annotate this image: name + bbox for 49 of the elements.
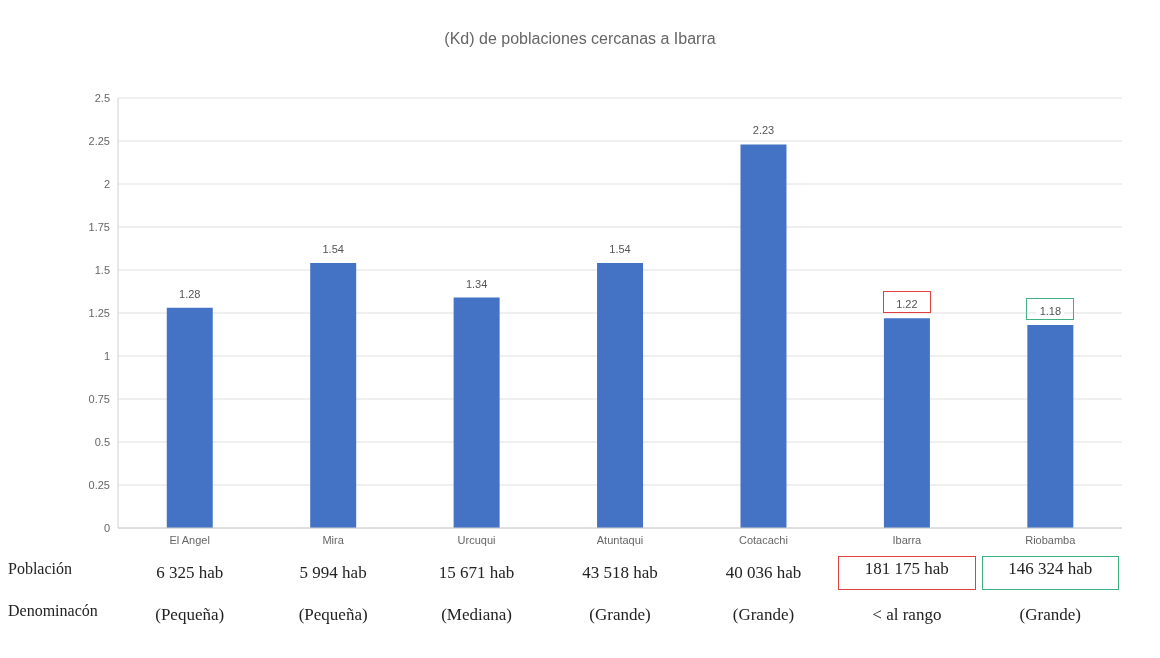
text: (Pequeña) — [298, 605, 368, 624]
text: (Pequeña) — [155, 605, 225, 624]
x-tick-label: Atuntaqui — [596, 533, 644, 546]
x-tick-label: Cotacachi — [738, 533, 788, 546]
text: (Grande) — [1019, 605, 1081, 624]
x-tick-label: Urcuqui — [457, 533, 496, 546]
y-tick-label: 1.75 — [88, 220, 110, 233]
data-label: 1.18 — [1039, 305, 1062, 318]
bar — [883, 318, 930, 528]
y-tick-label: 0.75 — [88, 392, 110, 405]
y-tick-label: 1.25 — [88, 306, 110, 319]
bar — [740, 144, 787, 528]
y-tick-label: 1.5 — [94, 263, 110, 276]
data-label: 1.28 — [179, 287, 201, 300]
text: (Grande) — [589, 605, 651, 624]
text: 43 518 hab — [582, 563, 658, 582]
text: 181 175 hab — [864, 559, 949, 578]
text: 40 036 hab — [725, 563, 802, 582]
text: (Mediana) — [441, 605, 512, 624]
y-tick-label: 0 — [103, 521, 110, 534]
y-tick-label: 1 — [103, 349, 110, 362]
text: 146 324 hab — [1008, 559, 1093, 578]
text: 5 994 hab — [299, 563, 367, 582]
text: (Grande) — [732, 605, 795, 624]
text: Población — [8, 560, 72, 578]
bar — [310, 263, 357, 528]
data-label: 2.23 — [752, 124, 775, 137]
y-tick-label: 0.25 — [88, 478, 110, 491]
y-tick-label: 2.5 — [94, 91, 110, 104]
text: Denominacón — [8, 602, 98, 620]
bar — [597, 263, 644, 528]
x-tick-label: El Angel — [169, 533, 210, 546]
bar — [166, 307, 213, 528]
data-label: 1.34 — [465, 277, 488, 290]
data-label: 1.22 — [896, 298, 918, 311]
x-tick-label: Mira — [322, 533, 345, 546]
bar — [453, 297, 500, 528]
data-label: 1.54 — [609, 243, 631, 256]
data-label: 1.54 — [322, 243, 344, 256]
y-tick-label: 0.5 — [94, 435, 110, 448]
x-tick-label: Ibarra — [892, 533, 923, 546]
y-tick-label: 2 — [103, 177, 110, 190]
text: < al rango — [872, 605, 942, 624]
y-tick-label: 2.25 — [88, 134, 110, 147]
chart-title: (Kd) de poblaciones cercanas a Ibarra — [444, 30, 716, 47]
x-tick-label: Riobamba — [1025, 533, 1077, 546]
text: 15 671 hab — [438, 563, 515, 582]
bar — [1027, 325, 1074, 528]
text: 6 325 hab — [156, 563, 224, 582]
